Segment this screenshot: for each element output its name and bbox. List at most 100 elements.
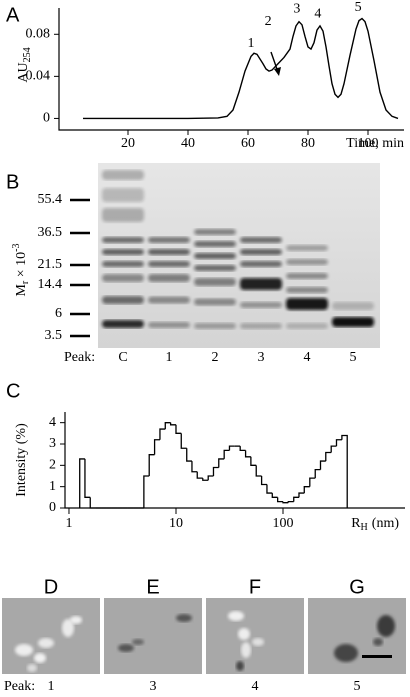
y-axis-label-mid: × 10	[14, 252, 29, 281]
histogram-bin	[169, 422, 176, 426]
y-tick-label: 0.08	[26, 27, 51, 42]
gel-band	[194, 278, 236, 286]
particle	[27, 664, 37, 672]
gel-band	[286, 323, 328, 329]
gel-band	[194, 298, 236, 306]
histogram-bin	[335, 439, 342, 447]
histogram-bin	[298, 492, 305, 498]
gel-band	[332, 302, 374, 310]
histogram-bin	[282, 501, 289, 504]
x-axis-label-main: R	[351, 516, 361, 531]
gel-band	[102, 237, 144, 243]
marker-label: 14.4	[38, 277, 63, 292]
micrograph-peak: 1	[48, 679, 55, 694]
gel-band	[102, 249, 144, 255]
histogram-bin	[153, 439, 160, 455]
y-axis-label-sub: r	[20, 280, 31, 284]
y-tick-label: 0	[43, 111, 50, 126]
histogram-bin	[159, 428, 166, 440]
axis	[64, 412, 405, 509]
y-axis-label: Mr × 10-3	[11, 243, 31, 296]
x-tick-label: 100	[358, 136, 379, 151]
particle	[176, 614, 192, 622]
y-tick-label: 0.04	[26, 69, 51, 84]
gel-band	[148, 322, 190, 328]
gel-band	[148, 296, 190, 304]
peak-annotation: 4	[314, 7, 321, 22]
micrograph-peak: 3	[150, 679, 157, 694]
particle	[15, 644, 33, 656]
gel-band	[240, 302, 282, 308]
gel-band	[286, 259, 328, 265]
histogram-bin	[255, 465, 262, 477]
gel-band	[240, 323, 282, 329]
histogram-bin	[277, 497, 284, 503]
scale-bar	[362, 655, 392, 658]
histogram-bin	[319, 460, 326, 470]
histogram-bin	[228, 445, 235, 451]
histogram-bin	[79, 458, 85, 508]
x-tick-label: 1	[65, 516, 72, 531]
panel-label: A	[6, 4, 20, 26]
histogram-bin	[287, 500, 294, 503]
particle	[334, 644, 358, 662]
marker-label: 21.5	[38, 257, 63, 272]
particle	[62, 619, 74, 637]
peak-annotation: 3	[293, 1, 300, 16]
marker-label: 6	[55, 306, 62, 321]
lane-label: C	[118, 350, 127, 365]
x-axis-label: RH (nm)	[351, 516, 399, 533]
histogram-bin	[239, 446, 246, 452]
histogram-bin	[84, 458, 91, 498]
x-tick-label: 40	[181, 136, 195, 151]
axis	[58, 8, 404, 131]
gel-band	[148, 237, 190, 243]
gel-band	[240, 261, 282, 267]
micrograph-peak: 5	[354, 679, 361, 694]
particle	[377, 615, 395, 637]
peak-annotation: 5	[355, 0, 362, 15]
gel-band	[102, 170, 144, 180]
gel-band	[194, 253, 236, 259]
gel-band	[102, 261, 144, 267]
y-tick-label: 1	[49, 479, 56, 494]
micrograph-peak: 4	[252, 679, 259, 694]
gel-band	[194, 241, 236, 247]
histogram-bin	[293, 496, 299, 502]
histogram-bin	[218, 458, 225, 468]
histogram-bin	[250, 456, 257, 466]
particle	[241, 642, 251, 658]
gel-band	[102, 208, 144, 222]
micrograph-label: D	[44, 576, 58, 598]
particle	[236, 661, 244, 671]
gel-band	[286, 245, 328, 251]
micrograph	[308, 598, 406, 674]
particle	[34, 653, 46, 663]
histogram-bin	[180, 433, 187, 449]
particle	[252, 638, 264, 646]
histogram-bin	[244, 450, 251, 458]
marker-label: 55.4	[38, 192, 63, 207]
micrograph	[2, 598, 100, 674]
histogram-bin	[325, 451, 332, 462]
micrograph-label: E	[146, 576, 159, 598]
histogram-bin	[202, 478, 209, 481]
x-tick-label: 100	[273, 516, 294, 531]
lane-title: Peak:	[64, 350, 95, 365]
gel-band	[332, 317, 374, 327]
gel-band	[240, 278, 282, 290]
lane-label: 3	[258, 350, 265, 365]
histogram-bin	[260, 476, 267, 486]
histogram-bin	[303, 486, 310, 494]
y-tick-label: 3	[49, 436, 56, 451]
histogram-bin	[196, 471, 203, 479]
gel-band	[286, 298, 328, 310]
histogram-bin	[212, 466, 219, 476]
y-axis-label: Intensity (%)	[14, 423, 29, 497]
x-axis-label: Time, min	[346, 136, 404, 151]
histogram-bin	[148, 454, 155, 476]
lane-label: 2	[212, 350, 219, 365]
annotation-arrowhead	[274, 67, 281, 76]
